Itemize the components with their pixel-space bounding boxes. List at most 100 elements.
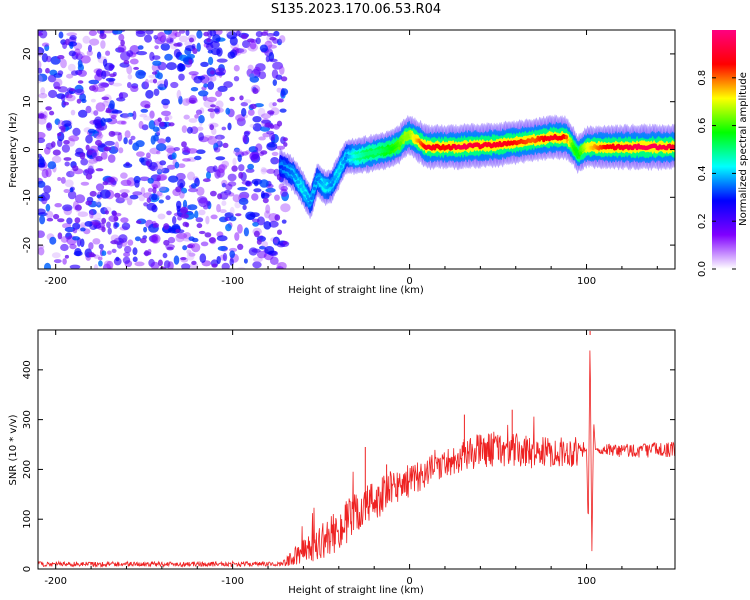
spectrogram-noise-cell (281, 219, 287, 224)
spectrogram-noise-cell (255, 143, 263, 152)
spectrogram-noise-peak (277, 229, 282, 235)
spectrogram-noise-cell (63, 189, 70, 193)
spectrogram-noise-cell (164, 114, 173, 121)
spectrogram-noise-cell (194, 155, 202, 161)
spectrogram-noise-cell (87, 128, 96, 134)
snr-y-label: SNR (10 * v/v) (8, 414, 19, 485)
spectrogram-noise-cell (107, 250, 112, 255)
spectrogram-noise-cell (72, 236, 80, 241)
spectrogram-noise-cell (85, 134, 93, 144)
spectrogram-noise-cell (266, 33, 275, 37)
spectrogram-noise-cell (38, 60, 42, 70)
spectrogram-noise-cell (272, 102, 277, 107)
spectrogram-x-tick-label: -100 (221, 276, 244, 287)
spectrogram-noise-cell (164, 53, 173, 61)
spectrogram-noise-cell (61, 144, 70, 153)
spectrogram-noise-cell (135, 69, 146, 79)
spectrogram-noise-peak (72, 165, 79, 172)
spectrogram-noise-peak (112, 210, 117, 217)
spectrogram-ridge-cell (314, 181, 318, 185)
spectrogram-noise-cell (170, 225, 181, 234)
spectrogram-noise-cell (266, 130, 275, 135)
spectrogram-noise-cell (103, 260, 112, 268)
spectrogram-noise-cell (241, 107, 247, 117)
spectrogram-noise-cell (269, 256, 279, 265)
spectrogram-noise-peak (109, 73, 116, 78)
spectrogram-ridge-cell (307, 197, 311, 201)
spectrogram-noise-cell (215, 90, 223, 97)
spectrogram-noise-cell (157, 32, 166, 42)
spectrogram-noise-cell (237, 186, 248, 191)
spectrogram-noise-cell (145, 30, 154, 35)
spectrogram-noise-cell (67, 41, 78, 47)
spectrogram-noise-cell (105, 50, 111, 56)
spectrogram-noise-cell (202, 135, 213, 141)
spectrogram-noise-cell (190, 183, 197, 189)
spectrogram-noise-cell (120, 172, 128, 179)
spectrogram-noise-cell (144, 78, 149, 88)
spectrogram-noise-cell (160, 43, 170, 51)
spectrogram-noise-cell (249, 123, 256, 128)
spectrogram-noise-cell (80, 55, 91, 64)
spectrogram-noise-peak (133, 66, 140, 70)
spectrogram-noise-peak (282, 241, 288, 245)
spectrogram-noise-cell (227, 181, 237, 187)
spectrogram-noise-cell (134, 179, 140, 188)
spectrogram-noise-cell (280, 188, 288, 197)
colorbar-tick-label: 0.2 (697, 213, 708, 229)
spectrogram-noise-cell (233, 147, 240, 153)
spectrogram-noise-cell (127, 82, 132, 89)
spectrogram-noise-cell (217, 135, 222, 146)
spectrogram-noise-cell (243, 227, 249, 237)
spectrogram-noise-cell (218, 164, 228, 171)
spectrogram-noise-cell (181, 263, 191, 269)
spectrogram-noise-peak (240, 33, 248, 40)
spectrogram-noise-cell (107, 227, 112, 235)
spectrogram-noise-cell (65, 94, 73, 99)
spectrogram-noise-cell (74, 194, 86, 204)
spectrogram-noise-cell (93, 132, 104, 139)
spectrogram-noise-peak (269, 36, 277, 41)
spectrogram-noise-cell (257, 107, 266, 117)
spectrogram-noise-cell (177, 179, 186, 189)
spectrogram-noise-peak (85, 200, 92, 206)
spectrogram-noise-cell (88, 158, 98, 164)
spectrogram-noise-cell (268, 220, 279, 228)
spectrogram-noise-peak (65, 38, 70, 46)
spectrogram-noise-peak (175, 186, 182, 193)
spectrogram-noise-cell (186, 251, 195, 261)
spectrogram-noise-cell (260, 113, 272, 119)
spectrogram-noise-cell (224, 189, 232, 196)
spectrogram-noise-cell (219, 209, 227, 214)
spectrogram-noise-cell (95, 102, 106, 112)
snr-y-tick-label: 100 (22, 510, 33, 529)
spectrogram-noise-cell (38, 73, 48, 82)
spectrogram-noise-cell (237, 154, 242, 163)
spectrogram-noise-cell (215, 67, 227, 76)
spectrogram-noise-cell (132, 247, 138, 256)
spectrogram-noise-cell (145, 89, 154, 99)
spectrogram-noise-cell (116, 241, 123, 249)
spectrogram-noise-cell (110, 234, 120, 242)
spectrogram-noise-cell (176, 232, 188, 239)
spectrogram-noise-cell (150, 135, 156, 145)
spectrogram-noise-peak (187, 244, 194, 249)
spectrogram-noise-cell (51, 155, 62, 163)
spectrogram-ridge-cell (342, 159, 346, 164)
spectrogram-noise-peak (229, 96, 235, 102)
spectrogram-noise-cell (176, 205, 181, 212)
spectrogram-noise-cell (38, 92, 48, 99)
spectrogram-noise-peak (95, 139, 102, 146)
spectrogram-noise-cell (161, 98, 171, 106)
spectrogram-noise-cell (97, 256, 103, 261)
spectrogram-noise-cell (223, 81, 234, 88)
spectrogram-noise-cell (196, 186, 205, 196)
spectrogram-noise-cell (182, 158, 191, 162)
spectrogram-noise-cell (135, 30, 146, 37)
spectrogram-noise-cell (221, 179, 228, 187)
spectrogram-noise-cell (118, 234, 128, 243)
spectrogram-noise-cell (89, 210, 94, 219)
spectrogram-noise-peak (276, 120, 283, 127)
spectrogram-noise-peak (269, 124, 275, 129)
spectrogram-ridge (278, 114, 675, 220)
